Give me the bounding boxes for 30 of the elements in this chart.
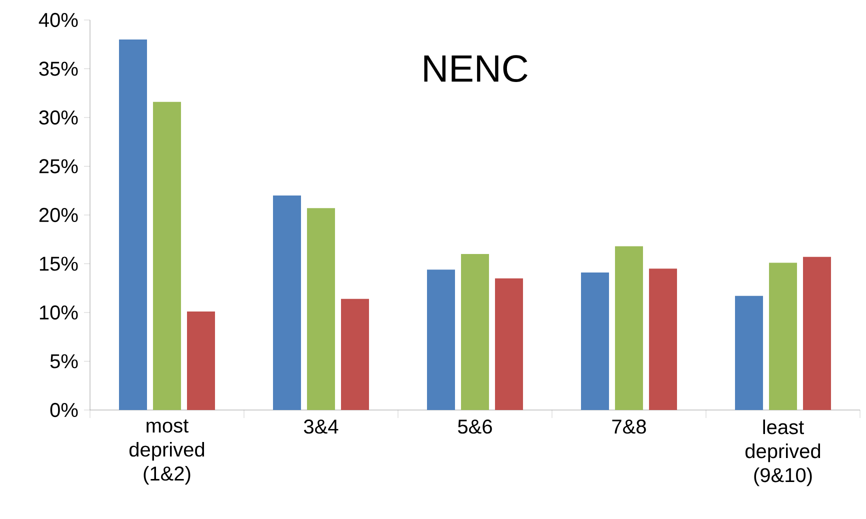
y-tick-label: 25% xyxy=(39,159,78,174)
y-tick-label: 10% xyxy=(40,305,78,320)
x-tick-label: 3&4 xyxy=(304,420,338,434)
bar xyxy=(803,256,832,410)
bar xyxy=(581,272,610,410)
bar xyxy=(495,278,524,410)
bar xyxy=(187,312,216,410)
x-tick-label: most deprived (1&2) xyxy=(129,420,204,485)
y-tick-label: 40% xyxy=(38,12,78,28)
bar xyxy=(735,296,764,410)
bar xyxy=(615,246,644,410)
bar xyxy=(153,102,181,410)
y-tick-label: 20% xyxy=(39,208,78,222)
bar xyxy=(273,196,301,410)
y-tick-label: 5% xyxy=(50,354,78,368)
bar xyxy=(307,208,336,410)
text: NENC xyxy=(424,55,528,82)
bar xyxy=(769,262,798,410)
bar xyxy=(461,254,490,410)
bar xyxy=(119,40,147,410)
y-tick-label: 15% xyxy=(40,256,78,271)
y-tick-label: 35% xyxy=(39,62,78,76)
bar xyxy=(649,268,678,410)
x-tick-label: 7&8 xyxy=(612,420,646,434)
bar xyxy=(341,298,370,410)
y-tick-label: 30% xyxy=(39,110,78,125)
y-tick-label: 0% xyxy=(50,402,78,418)
x-tick-label: 5&6 xyxy=(458,420,492,434)
x-tick-label: least deprived (9&10) xyxy=(745,420,820,486)
bar xyxy=(427,270,456,410)
